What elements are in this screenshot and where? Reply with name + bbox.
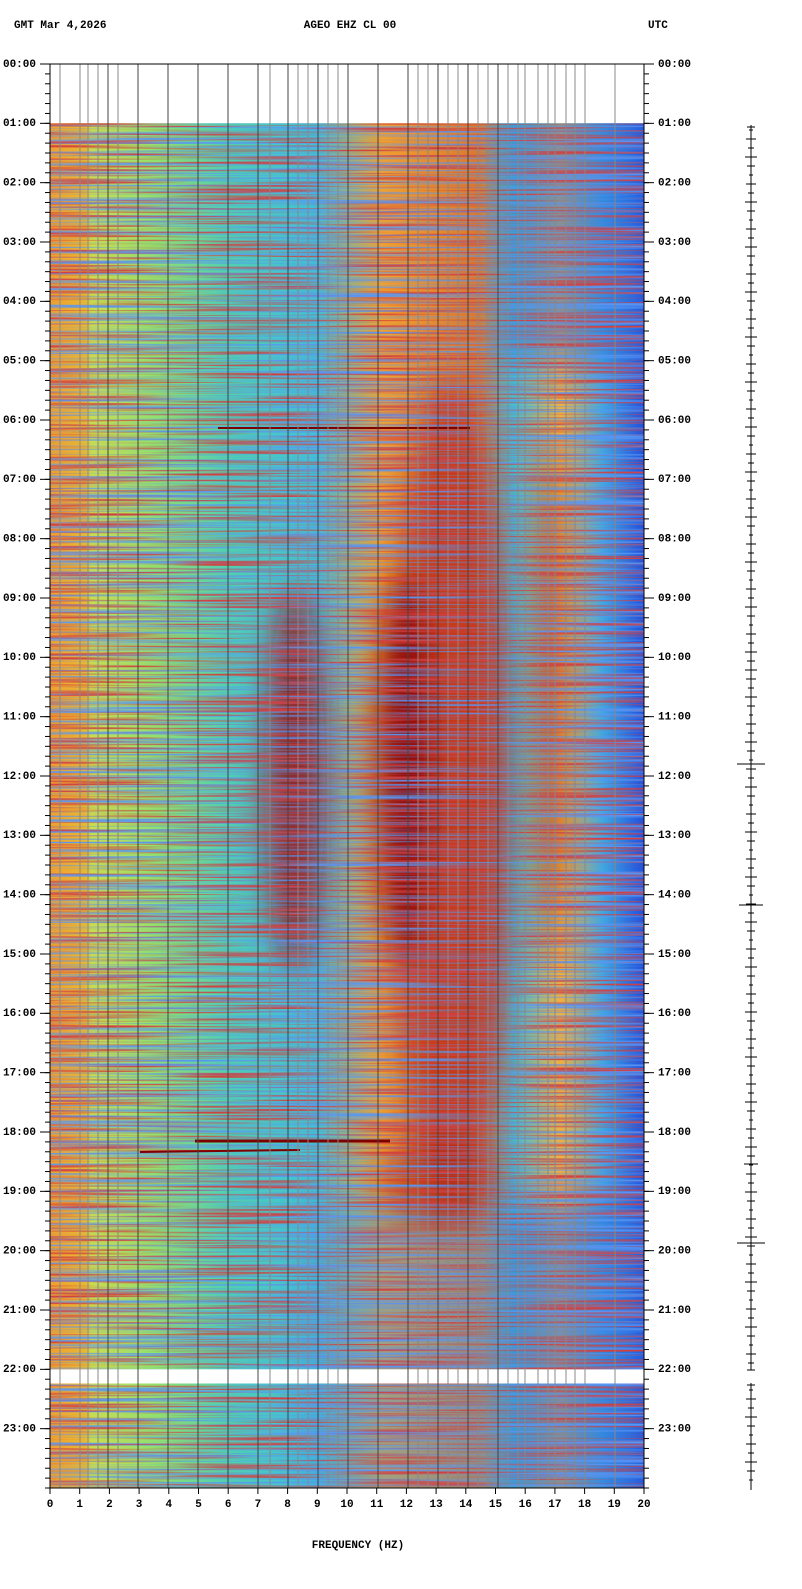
y-tick-label: 13:00 (3, 830, 36, 842)
x-tick-label: 4 (165, 1499, 172, 1511)
y-tick-label: 04:00 (3, 296, 36, 308)
y-tick-label: 15:00 (658, 949, 691, 961)
x-tick-label: 13 (429, 1499, 443, 1511)
header-left: GMT Mar 4,2026 (14, 20, 106, 32)
y-tick-label: 15:00 (3, 949, 36, 961)
y-tick-label: 19:00 (658, 1186, 691, 1198)
y-tick-label: 02:00 (3, 178, 36, 190)
x-tick-label: 18 (578, 1499, 592, 1511)
x-tick-label: 17 (548, 1499, 561, 1511)
y-tick-label: 05:00 (3, 356, 36, 368)
y-tick-label: 14:00 (658, 890, 691, 902)
y-tick-label: 19:00 (3, 1186, 36, 1198)
x-tick-label: 5 (195, 1499, 202, 1511)
y-tick-label: 06:00 (658, 415, 691, 427)
x-tick-label: 20 (637, 1499, 650, 1511)
y-tick-label: 11:00 (3, 712, 36, 724)
y-tick-label: 13:00 (658, 830, 691, 842)
y-tick-label: 07:00 (658, 474, 691, 486)
y-tick-label: 21:00 (658, 1305, 691, 1317)
x-tick-label: 11 (370, 1499, 384, 1511)
y-tick-label: 11:00 (658, 712, 691, 724)
spectrogram-image (50, 123, 644, 1488)
x-tick-label: 19 (608, 1499, 621, 1511)
y-tick-label: 18:00 (3, 1127, 36, 1139)
x-tick-label: 3 (136, 1499, 143, 1511)
y-tick-label: 23:00 (658, 1424, 691, 1436)
y-tick-label: 17:00 (658, 1068, 691, 1080)
y-tick-label: 18:00 (658, 1127, 691, 1139)
y-tick-label: 07:00 (3, 474, 36, 486)
x-tick-label: 1 (76, 1499, 83, 1511)
x-tick-label: 8 (284, 1499, 291, 1511)
seismogram-trace (737, 125, 765, 1490)
x-tick-label: 14 (459, 1499, 473, 1511)
y-tick-label: 22:00 (3, 1364, 36, 1376)
y-tick-label: 05:00 (658, 356, 691, 368)
y-tick-label: 21:00 (3, 1305, 36, 1317)
y-tick-label: 20:00 (658, 1246, 691, 1258)
y-tick-label: 08:00 (658, 534, 691, 546)
y-tick-label: 04:00 (658, 296, 691, 308)
y-tick-label: 09:00 (3, 593, 36, 605)
frequency-grid (59, 64, 616, 1488)
y-tick-label: 12:00 (3, 771, 36, 783)
y-tick-label: 16:00 (3, 1008, 36, 1020)
x-tick-label: 6 (225, 1499, 232, 1511)
x-axis-label: FREQUENCY (HZ) (312, 1540, 404, 1552)
x-tick-label: 12 (400, 1499, 413, 1511)
y-tick-label: 23:00 (3, 1424, 36, 1436)
y-tick-label: 22:00 (658, 1364, 691, 1376)
chart-title: AGEO EHZ CL 00 (304, 20, 396, 32)
y-tick-label: 00:00 (658, 59, 691, 71)
y-tick-label: 10:00 (658, 652, 691, 664)
x-tick-label: 15 (489, 1499, 503, 1511)
y-tick-label: 17:00 (3, 1068, 36, 1080)
y-tick-label: 16:00 (658, 1008, 691, 1020)
y-tick-label: 03:00 (658, 237, 691, 249)
y-tick-label: 20:00 (3, 1246, 36, 1258)
x-tick-label: 9 (314, 1499, 321, 1511)
y-tick-label: 12:00 (658, 771, 691, 783)
y-tick-label: 14:00 (3, 890, 36, 902)
x-tick-label: 0 (47, 1499, 54, 1511)
y-tick-label: 03:00 (3, 237, 36, 249)
y-tick-label: 09:00 (658, 593, 691, 605)
header-right: UTC (648, 20, 668, 32)
y-tick-label: 02:00 (658, 178, 691, 190)
y-tick-label: 08:00 (3, 534, 36, 546)
y-tick-label: 06:00 (3, 415, 36, 427)
y-tick-label: 01:00 (3, 118, 36, 130)
y-tick-label: 01:00 (658, 118, 691, 130)
y-tick-label: 00:00 (3, 59, 36, 71)
y-tick-label: 10:00 (3, 652, 36, 664)
x-tick-label: 2 (106, 1499, 113, 1511)
x-tick-label: 7 (255, 1499, 262, 1511)
x-tick-label: 16 (519, 1499, 532, 1511)
x-tick-label: 10 (340, 1499, 353, 1511)
